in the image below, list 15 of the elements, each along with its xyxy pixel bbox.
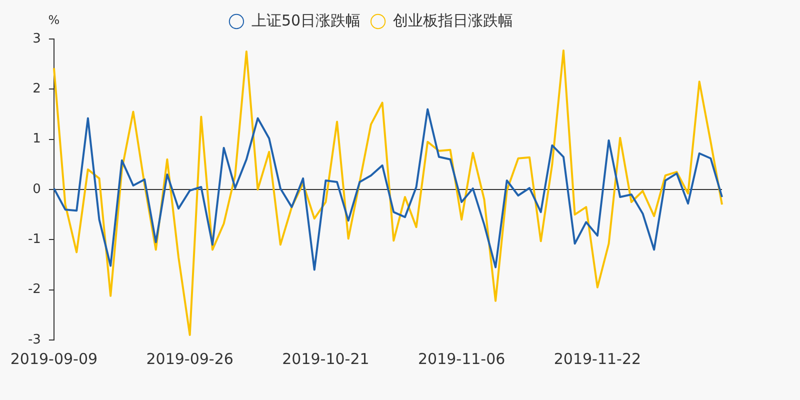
y-tick-label: -3: [28, 332, 41, 348]
y-tick-label: 0: [32, 182, 41, 197]
y-axis-title: %: [48, 13, 60, 28]
y-tick-label: 2: [32, 82, 41, 97]
y-tick-label: -2: [28, 282, 41, 298]
legend-label: 上证50日涨跌幅: [251, 11, 361, 30]
y-tick-label: 3: [32, 31, 41, 46]
x-tick-label: 2019-11-06: [418, 350, 506, 368]
x-tick-label: 2019-09-09: [10, 350, 98, 368]
legend-label: 创业板指日涨跌幅: [393, 11, 514, 30]
y-tick-label: -1: [28, 232, 41, 248]
y-tick-label: 1: [32, 132, 41, 147]
x-tick-label: 2019-11-22: [554, 350, 642, 368]
x-tick-label: 2019-10-21: [282, 350, 370, 368]
x-tick-label: 2019-09-26: [146, 350, 234, 368]
